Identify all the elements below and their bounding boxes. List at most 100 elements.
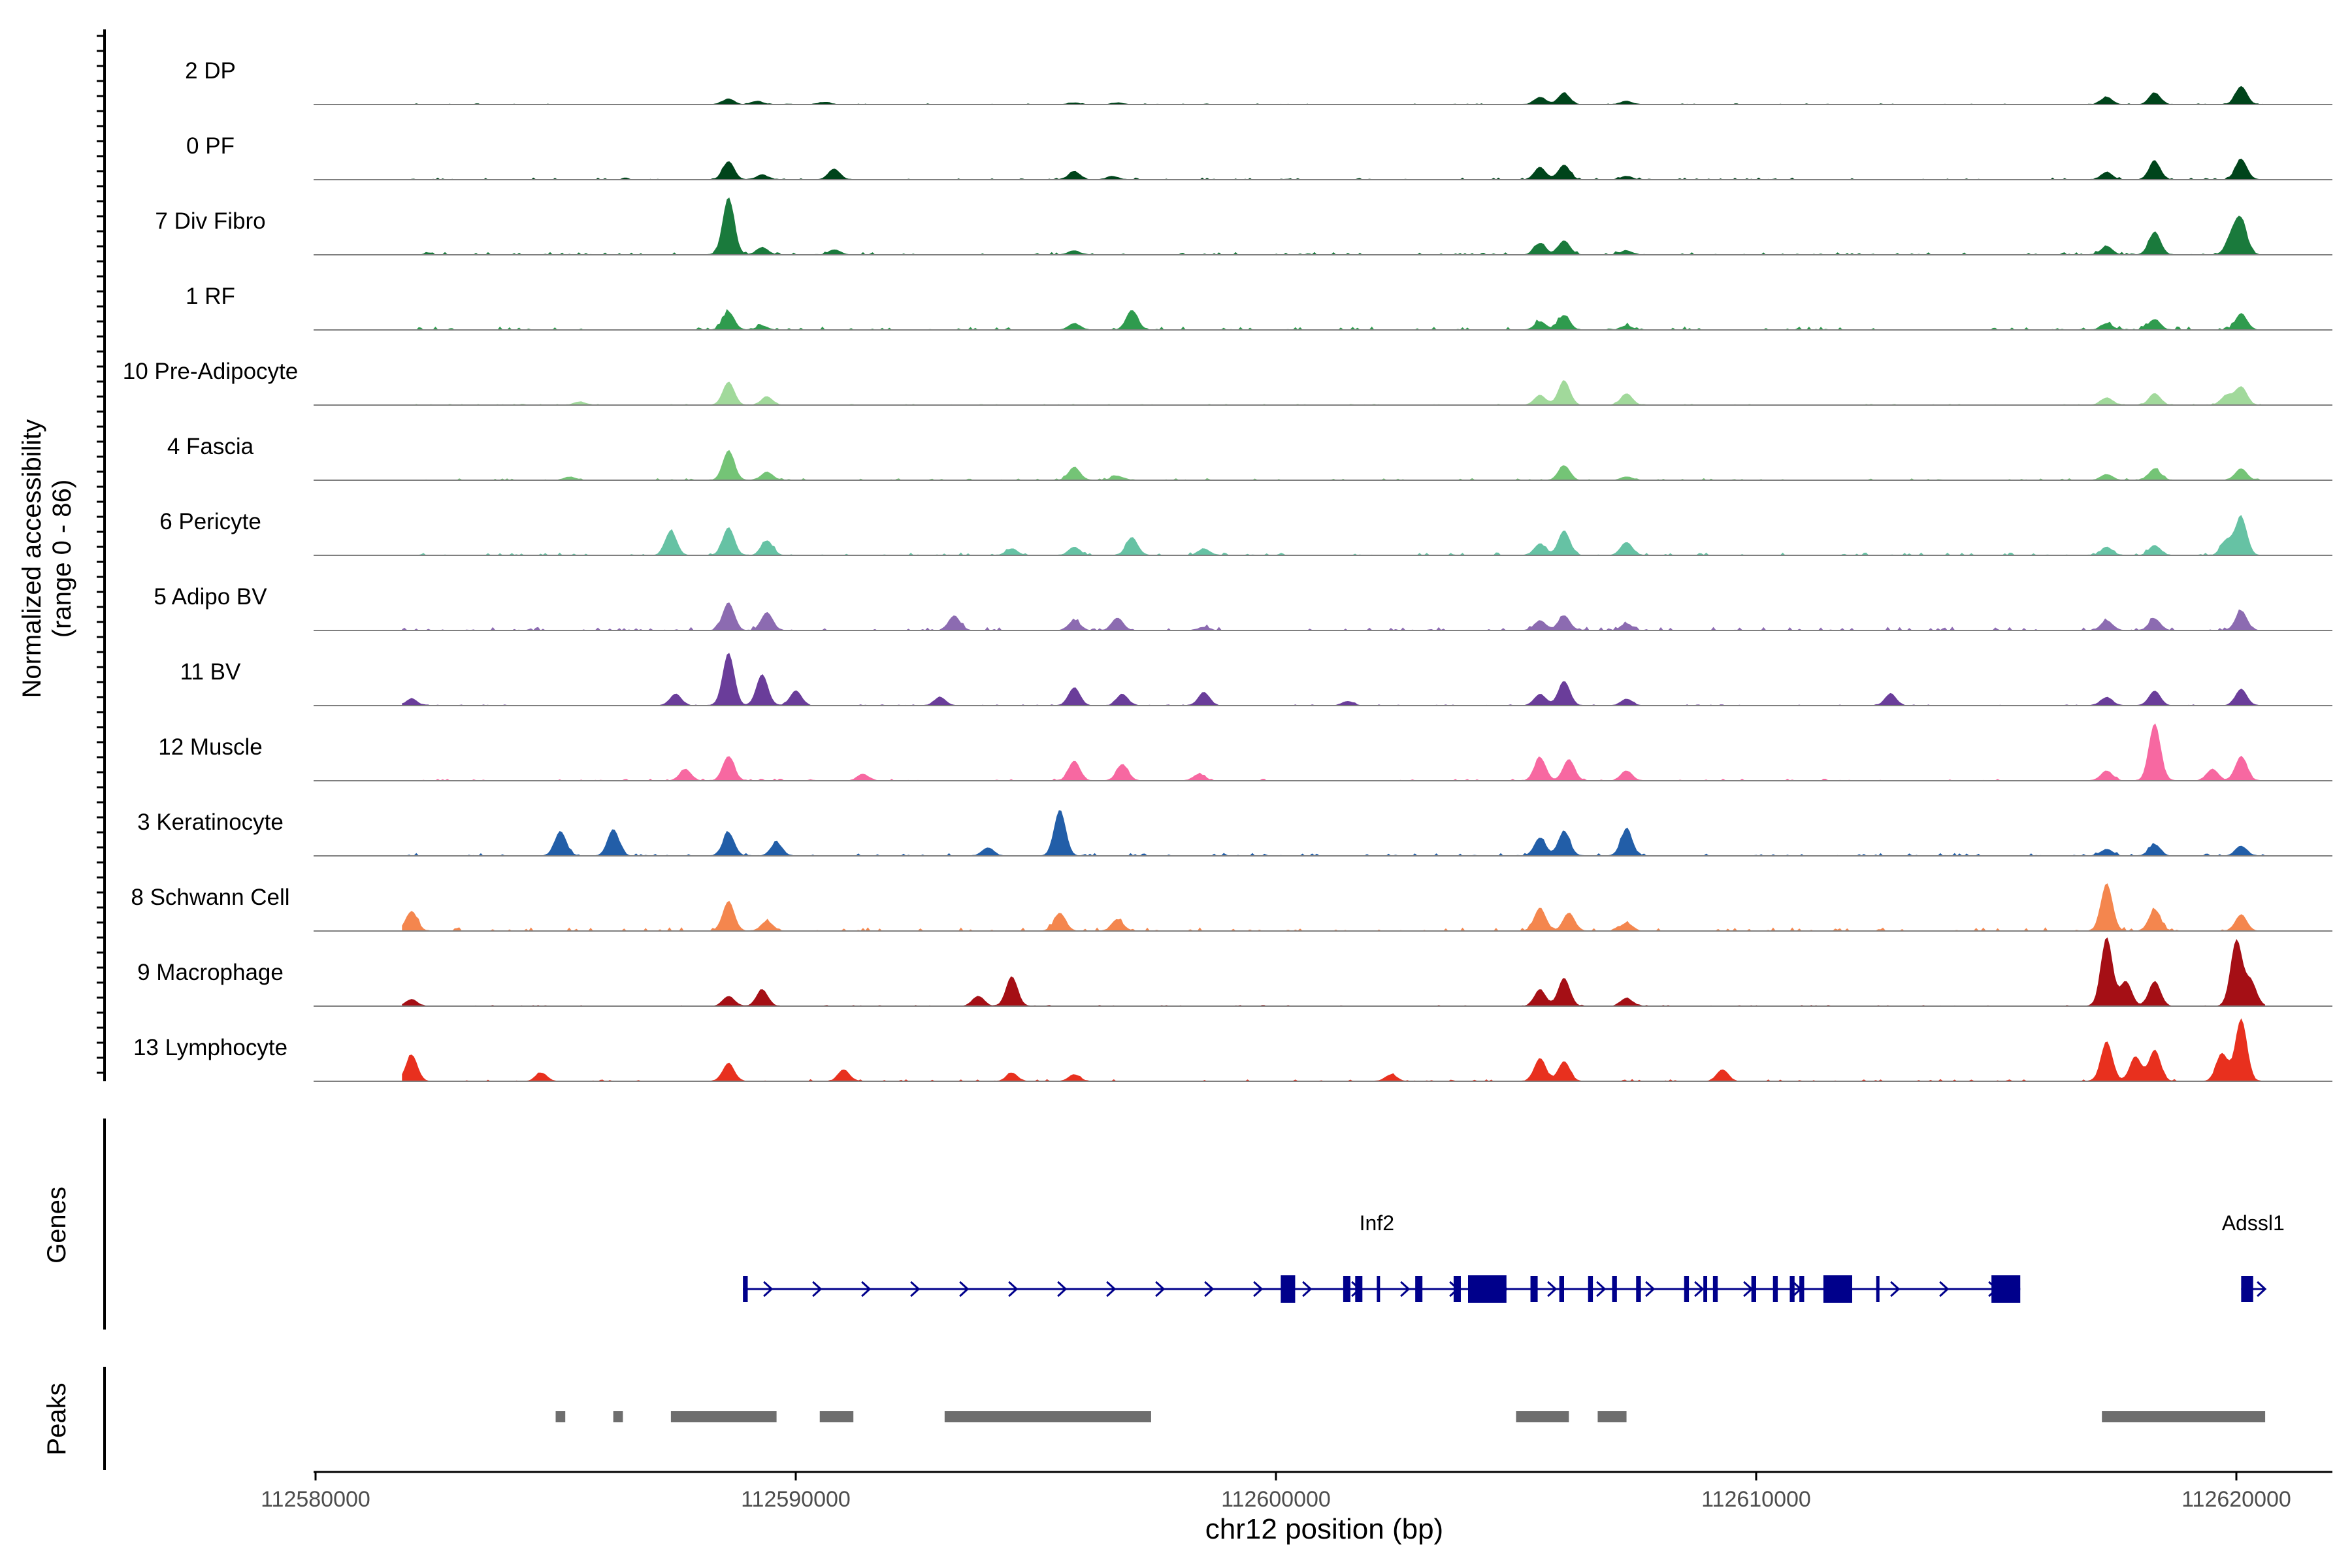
genes-panel: Genes Inf2 Adssl1 [42, 1119, 2285, 1330]
gene-exon [1712, 1276, 1718, 1302]
strand-arrow [1547, 1281, 1558, 1298]
y-axis-label: Normalized accessibility (range 0 - 86) [18, 419, 76, 698]
track-label: 11 BV [180, 659, 241, 685]
gene-exon [1415, 1276, 1423, 1302]
peak-region [613, 1411, 623, 1422]
track-3-keratinocyte: 3 Keratinocyte [137, 809, 2332, 857]
gene-exon [1377, 1276, 1380, 1302]
strand-arrow [910, 1281, 921, 1298]
strand-arrow [2257, 1281, 2267, 1298]
gene-label: Inf2 [1360, 1211, 1394, 1235]
peak-region [1597, 1411, 1627, 1422]
x-tick-label: 112600000 [1221, 1487, 1331, 1512]
gene-exon [1799, 1276, 1805, 1302]
track-12-muscle: 12 Muscle [158, 723, 2332, 781]
track-6-pericyte: 6 Pericyte [159, 509, 2332, 556]
track-label: 4 Fascia [167, 434, 254, 459]
strand-arrow [1057, 1281, 1068, 1298]
peaks-panel: Peaks [42, 1367, 2266, 1470]
strand-arrow [1645, 1281, 1656, 1298]
track-label: 10 Pre-Adipocyte [123, 359, 298, 384]
gene-exon [1823, 1275, 1852, 1303]
gene-exon [743, 1276, 748, 1302]
peak-region [555, 1411, 566, 1422]
gene-exon [1559, 1276, 1564, 1302]
track-label: 12 Muscle [158, 734, 263, 760]
track-2-dp: 2 DP [185, 58, 2332, 105]
x-axis: 112580000 112590000 112600000 112610000 1126… [261, 1471, 2332, 1545]
track-13-lymphocyte: 13 Lymphocyte [133, 1018, 2332, 1082]
gene-exon [1468, 1275, 1507, 1303]
strand-arrow [1302, 1281, 1313, 1298]
gene-exon [1453, 1276, 1461, 1302]
strand-arrow [861, 1281, 872, 1298]
strand-arrow [1204, 1281, 1215, 1298]
gene-exon [2241, 1276, 2253, 1302]
gene-exon [1588, 1276, 1593, 1302]
gene-inf2: Inf2 [743, 1211, 2021, 1303]
peak-region [2102, 1411, 2266, 1422]
track-10-pre-adipocyte: 10 Pre-Adipocyte [123, 359, 2332, 406]
x-axis-label: chr12 position (bp) [1205, 1513, 1443, 1545]
strand-arrow [763, 1281, 774, 1298]
peak-regions [555, 1411, 2266, 1422]
gene-exon [1751, 1276, 1756, 1302]
gene-exon [1876, 1276, 1880, 1302]
strand-arrow [1106, 1281, 1117, 1298]
x-tick-label: 112590000 [741, 1487, 851, 1512]
strand-arrow [1155, 1281, 1166, 1298]
strand-arrow [1939, 1281, 1950, 1298]
strand-arrow [1400, 1281, 1411, 1298]
x-tick-label: 112620000 [2181, 1487, 2291, 1512]
track-9-macrophage: 9 Macrophage [137, 937, 2332, 1007]
gene-models: Inf2 Adssl1 [743, 1211, 2285, 1303]
strand-arrow [1008, 1281, 1019, 1298]
y-axis-label-line2: (range 0 - 86) [48, 480, 76, 638]
track-label: 5 Adipo BV [154, 584, 267, 610]
peak-region [1516, 1411, 1569, 1422]
strand-arrow [812, 1281, 823, 1298]
gene-exon [1636, 1276, 1641, 1302]
gene-exon [1684, 1276, 1690, 1302]
track-label: 0 PF [186, 133, 235, 159]
gene-label: Adssl1 [2222, 1211, 2285, 1235]
peak-region [819, 1411, 854, 1422]
gene-exon [1530, 1276, 1538, 1302]
gene-exon [1343, 1276, 1350, 1302]
track-label: 7 Div Fibro [155, 208, 265, 234]
track-label: 13 Lymphocyte [133, 1035, 287, 1060]
track-8-schwann-cell: 8 Schwann Cell [131, 883, 2332, 932]
tracks-y-axis [97, 29, 106, 1081]
track-label: 3 Keratinocyte [137, 809, 284, 835]
strand-arrow [1890, 1281, 1901, 1298]
gene-exon [1612, 1276, 1617, 1302]
track-label: 8 Schwann Cell [131, 885, 289, 910]
gene-exon [1789, 1276, 1795, 1302]
peak-region [944, 1411, 1151, 1422]
track-label: 9 Macrophage [137, 960, 284, 985]
gene-exon [1355, 1276, 1363, 1302]
peaks-panel-label: Peaks [42, 1382, 71, 1455]
track-label: 1 RF [186, 284, 235, 309]
x-tick-label: 112610000 [1701, 1487, 1811, 1512]
genes-panel-label: Genes [42, 1186, 71, 1264]
strand-arrow [1694, 1281, 1705, 1298]
gene-exon [1703, 1276, 1708, 1302]
y-axis-label-line1: Normalized accessibility [18, 419, 46, 698]
track-label: 6 Pericyte [159, 509, 261, 534]
track-0-pf: 0 PF [186, 133, 2332, 180]
gene-exon [1991, 1275, 2021, 1303]
track-5-adipo-bv: 5 Adipo BV [154, 584, 2332, 631]
x-tick-label: 112580000 [261, 1487, 370, 1512]
track-4-fascia: 4 Fascia [167, 434, 2332, 481]
strand-arrow [959, 1281, 970, 1298]
x-axis-ticks: 112580000 112590000 112600000 112610000 1126… [261, 1472, 2291, 1512]
gene-exon [1281, 1275, 1296, 1303]
gene-exon [1772, 1276, 1778, 1302]
strand-arrow [1253, 1281, 1264, 1298]
track-label: 2 DP [185, 58, 236, 84]
track-11-bv: 11 BV [180, 653, 2332, 706]
gene-adssl1: Adssl1 [2222, 1211, 2285, 1302]
